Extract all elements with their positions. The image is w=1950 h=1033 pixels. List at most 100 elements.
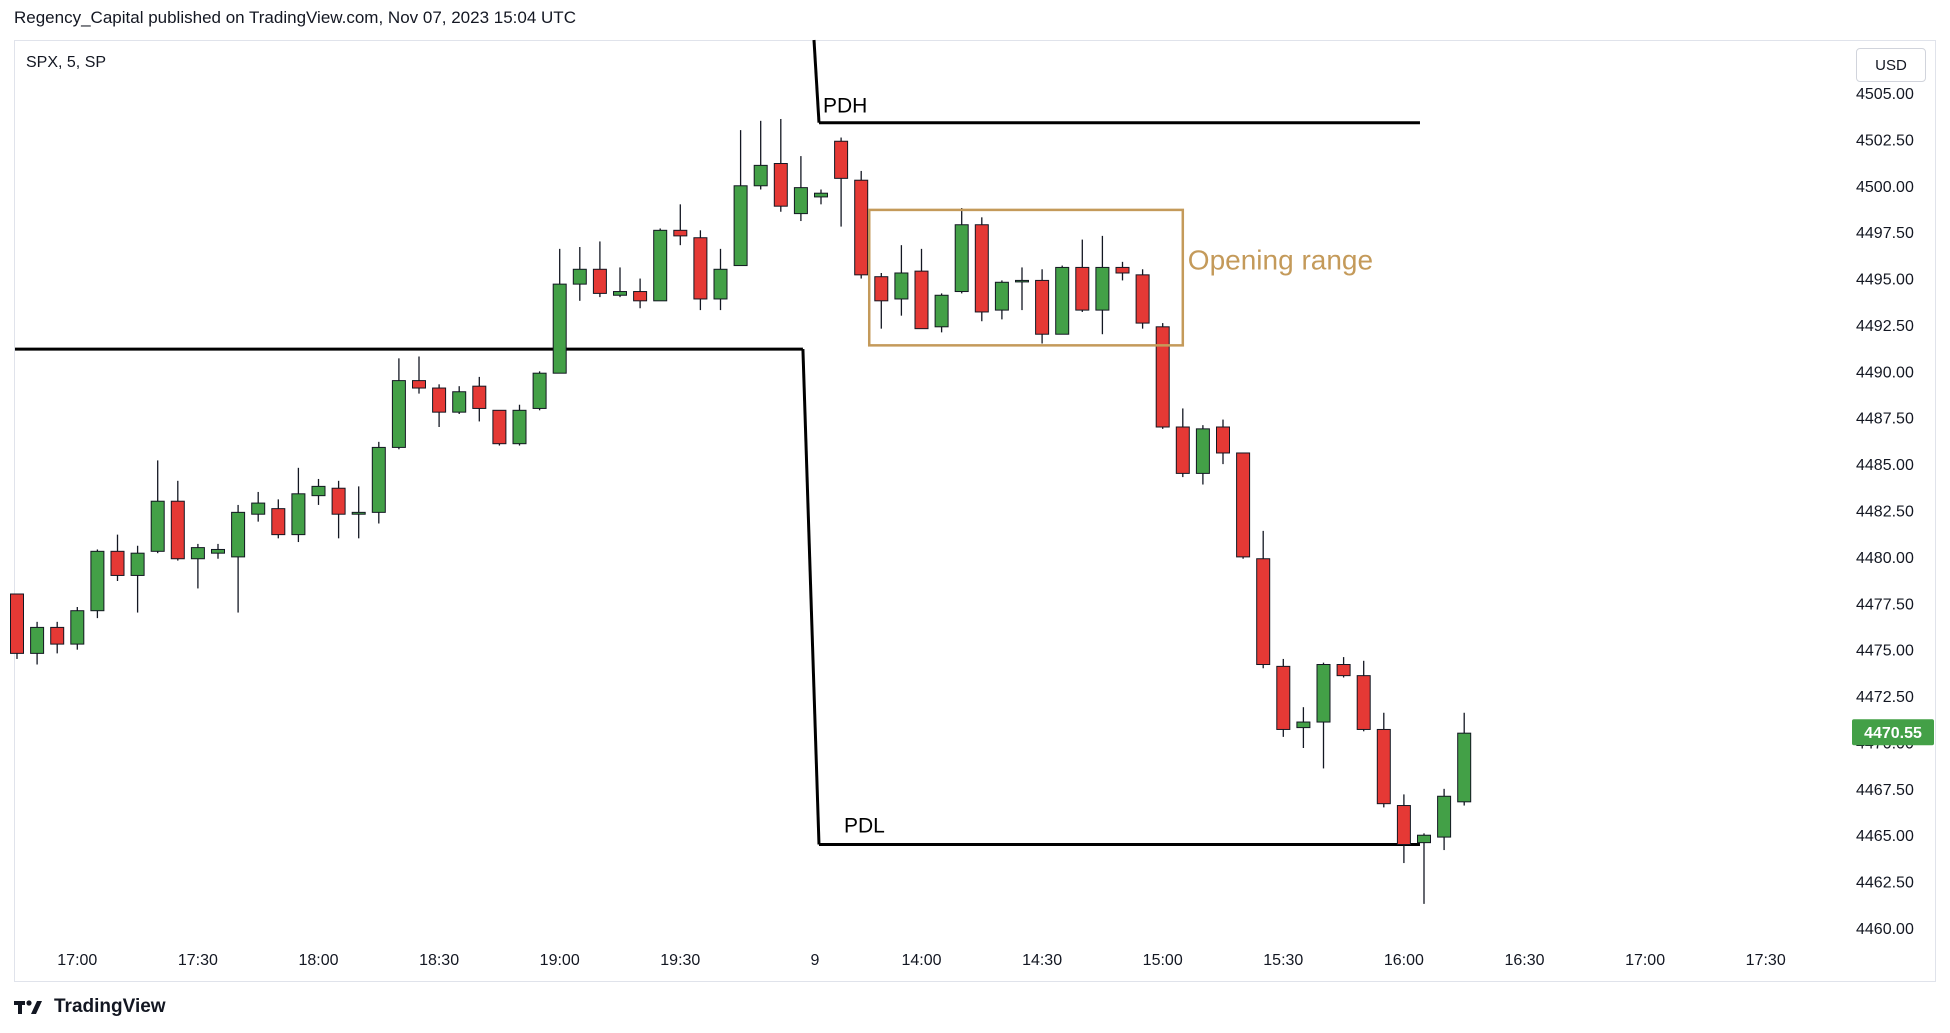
candle-body <box>1075 266 1090 311</box>
candle-body <box>170 500 185 560</box>
candle <box>1336 657 1351 678</box>
candle-body <box>954 224 969 293</box>
candle <box>170 480 185 561</box>
y-tick-label: 4477.50 <box>1856 596 1914 613</box>
candle <box>1135 269 1150 329</box>
candle <box>371 441 386 524</box>
candle-body <box>1155 326 1170 428</box>
candle-body <box>1175 426 1190 474</box>
x-tick-label: 17:00 <box>1625 952 1665 969</box>
candle <box>994 280 1009 320</box>
candle-body <box>1256 558 1271 666</box>
candle-body <box>70 610 85 645</box>
candle-body <box>452 391 467 413</box>
candle <box>412 356 426 394</box>
candle-body <box>311 485 326 497</box>
candle <box>1276 658 1291 737</box>
y-tick-label: 4500.00 <box>1856 179 1914 196</box>
candle <box>391 358 406 450</box>
last-price-tag: 4470.55 <box>1852 719 1934 746</box>
candle-body <box>1396 805 1411 845</box>
y-tick-label: 4505.00 <box>1856 86 1914 103</box>
candle <box>50 621 65 654</box>
candle-body <box>432 387 447 413</box>
candle-body <box>572 268 587 285</box>
tradingview-brand[interactable]: TradingView <box>14 996 166 1018</box>
y-tick-label: 4497.50 <box>1856 225 1914 242</box>
symbol-label: SPX, 5, SP <box>26 54 107 71</box>
candle-body <box>974 224 989 313</box>
candle-body <box>331 487 346 515</box>
candle <box>552 248 567 374</box>
candle-body <box>914 270 929 330</box>
candle <box>231 504 246 613</box>
candle <box>211 543 225 559</box>
candle-body <box>1216 426 1230 454</box>
y-tick-label: 4502.50 <box>1856 132 1914 149</box>
candle-body <box>673 229 688 237</box>
candle-body <box>1316 664 1331 723</box>
candle <box>1035 269 1050 344</box>
x-tick-label: 14:30 <box>1022 952 1062 969</box>
candle <box>1095 235 1110 335</box>
candle-body <box>1195 428 1210 474</box>
candle <box>854 170 869 279</box>
candle <box>1015 267 1029 311</box>
candle <box>894 245 909 316</box>
y-tick-label: 4480.00 <box>1856 550 1914 567</box>
candle <box>1075 239 1090 312</box>
candle <box>673 204 688 246</box>
candle-body <box>1417 834 1431 844</box>
last-price-bg <box>1852 719 1934 746</box>
candle-body <box>733 185 748 267</box>
candle <box>1437 788 1452 851</box>
chart-frame <box>14 40 1936 982</box>
opening-range-label: Opening range <box>1188 245 1373 276</box>
candle <box>10 593 24 659</box>
candle <box>653 228 668 302</box>
candle-body <box>30 626 45 654</box>
candle-body <box>854 179 869 276</box>
candle-body <box>371 446 386 513</box>
candle-body <box>874 276 889 302</box>
y-tick-label: 4485.00 <box>1856 457 1914 474</box>
candle-body <box>251 502 266 515</box>
y-tick-label: 4465.00 <box>1856 828 1914 845</box>
y-tick-label: 4492.50 <box>1856 318 1914 335</box>
candle-body <box>633 291 648 302</box>
pdh-label: PDH <box>823 95 867 118</box>
currency-button[interactable]: USD <box>1856 48 1926 82</box>
candle <box>150 460 165 554</box>
last-price-label: 4470.55 <box>1864 725 1922 742</box>
x-tick-label: 9 <box>811 952 820 969</box>
candle <box>311 478 326 505</box>
x-tick-label: 18:00 <box>298 952 338 969</box>
candle-body <box>1336 664 1351 677</box>
candle-body <box>1276 665 1291 730</box>
candle-body <box>231 511 246 558</box>
candle <box>452 386 467 415</box>
brand-name: TradingView <box>54 996 166 1017</box>
candle-body <box>814 192 828 198</box>
candle-body <box>1376 728 1391 805</box>
candle <box>874 272 889 329</box>
candle-body <box>110 550 125 576</box>
candle-body <box>532 372 547 409</box>
candle-body <box>412 380 426 389</box>
candles <box>10 118 1472 904</box>
candle <box>190 543 205 589</box>
candle <box>532 371 547 411</box>
candle-body <box>391 380 406 448</box>
candle <box>1417 833 1431 904</box>
candle <box>974 217 989 322</box>
candle-body <box>1356 675 1371 730</box>
candle-body <box>10 593 24 654</box>
candle-body <box>90 550 105 612</box>
price-axis: 4460.004462.504465.004467.504470.004472.… <box>1856 86 1914 938</box>
candle <box>1236 452 1251 559</box>
candle <box>1376 712 1391 808</box>
candle-body <box>834 140 849 179</box>
candle-body <box>693 237 708 300</box>
candle <box>693 230 708 311</box>
